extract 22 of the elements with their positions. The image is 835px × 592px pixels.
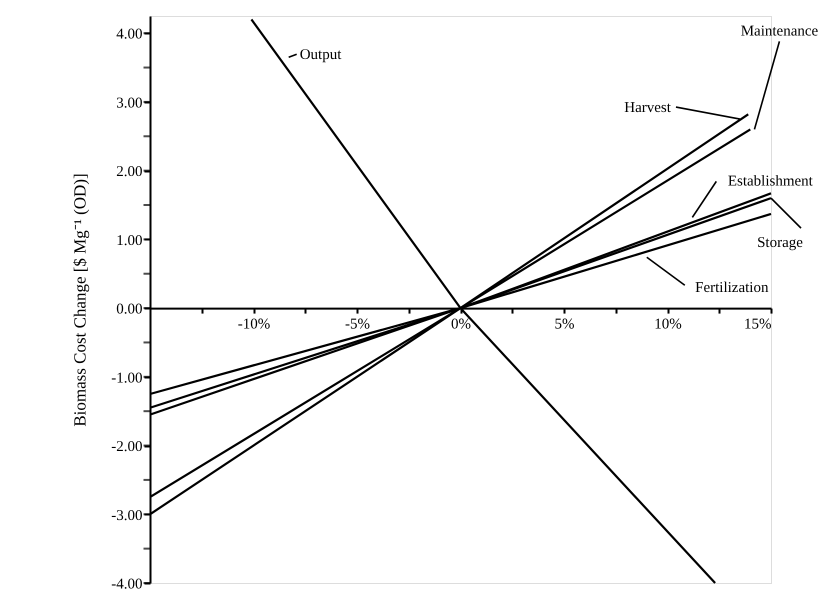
x-tick-label: -5% — [345, 316, 370, 333]
x-tick-label: 5% — [554, 316, 574, 333]
y-tick-label: 0.00 — [116, 302, 142, 318]
y-axis-title: Biomass Cost Change [$ Mg⁻¹ (OD)] — [70, 173, 90, 427]
y-tick-label: 3.00 — [116, 95, 142, 112]
y-tick-label: 1.00 — [116, 232, 142, 249]
y-tick-label: -4.00 — [111, 576, 142, 592]
y-tick-label: 4.00 — [116, 26, 142, 43]
series-label: Establishment — [728, 173, 814, 190]
y-tick-label: -3.00 — [111, 508, 142, 524]
x-tick-label: 0% — [451, 316, 471, 333]
text: Storage — [757, 235, 804, 252]
x-tick-label: -10% — [238, 316, 270, 333]
text: Maintenance — [740, 23, 819, 40]
x-tick-label: 15% — [744, 316, 772, 333]
text: Harvest — [624, 100, 672, 116]
text: Fertilization — [695, 280, 769, 296]
legend-label: Output — [300, 47, 342, 64]
y-tick-label: -2.00 — [111, 439, 142, 456]
y-tick-label: 2.00 — [116, 164, 142, 180]
x-tick-label: 10% — [654, 316, 682, 333]
y-tick-label: -1.00 — [111, 370, 142, 386]
